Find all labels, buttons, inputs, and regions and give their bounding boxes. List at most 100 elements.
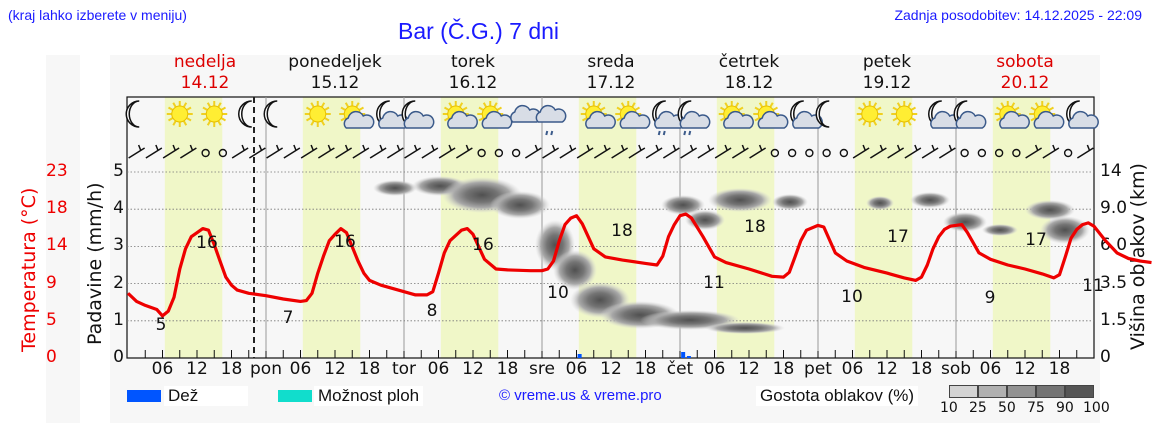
day-header-4: četrtek 18.12: [680, 52, 818, 94]
sun-icon: [891, 101, 918, 127]
daylight-band: [302, 97, 361, 358]
temp-max-label: 18: [611, 221, 633, 241]
day-header-6: sobota 20.12: [956, 52, 1094, 94]
day-name: ponedeljek: [288, 52, 382, 72]
moon-cloud-icon: [1066, 100, 1099, 129]
temperature-line: [126, 212, 1152, 318]
wind-calm-icon: [960, 148, 969, 158]
sun-cloud-icon: [994, 101, 1030, 129]
temp-final-label: 11: [1082, 276, 1104, 296]
temp-tick: 23: [46, 161, 68, 181]
cloud-rain-icon: [535, 104, 567, 136]
moon-cloud-icon: [790, 100, 823, 129]
daylight-band: [164, 97, 223, 358]
time-tick: 12: [462, 359, 484, 379]
day-date: 18.12: [724, 73, 774, 93]
time-tick: 06: [841, 359, 864, 379]
sun-cloud-icon: [580, 101, 616, 129]
rain-bar: [577, 354, 582, 358]
density-tick: 90: [1056, 400, 1074, 416]
wind-calm-icon: [1012, 148, 1021, 158]
time-tick: sob: [940, 359, 972, 379]
density-swatch: [978, 385, 1007, 398]
day-date: 14.12: [180, 73, 230, 93]
temperature-annotations: 5 7 8 10 11 10 9 16 16 16 18 18 17 17 11: [156, 217, 1104, 335]
moon-icon: [125, 100, 140, 128]
wind-barb-icon: [386, 144, 404, 159]
wind-calm-icon: [201, 148, 210, 158]
time-tick: pet: [804, 359, 832, 379]
wind-barb-icon: [731, 144, 749, 159]
temp-max-label: 16: [472, 235, 494, 255]
sun-icon: [856, 101, 883, 127]
rain-tick: 4: [113, 198, 124, 219]
wind-calm-icon: [494, 148, 504, 158]
legend-rain-label: Dež: [164, 386, 248, 406]
density-tick: 25: [969, 400, 987, 416]
temp-min-label: 5: [156, 315, 167, 335]
wind-barb-icon: [628, 144, 646, 159]
cloud-height-tick: 14: [1100, 161, 1122, 181]
cloud-height-tick: 0: [1100, 347, 1111, 367]
moon-cloud-rain-icon: [677, 100, 711, 136]
day-header-0: nedelja 14.12: [136, 52, 274, 94]
cloud-blob: [1025, 200, 1075, 220]
wind-barb-icon: [611, 144, 629, 159]
wind-barb-icon: [438, 144, 456, 159]
wind-calm-icon: [822, 148, 831, 158]
temp-min-label: 10: [547, 283, 569, 303]
wind-barbs-row: [128, 144, 1094, 159]
moon-cloud-icon: [928, 100, 961, 129]
wind-barb-icon: [697, 144, 715, 159]
wind-barb-icon: [749, 144, 767, 159]
sun-cloud-icon: [718, 101, 754, 129]
temp-min-label: 9: [985, 288, 996, 308]
moon-cloud-icon: [953, 100, 987, 129]
time-tick: 12: [876, 359, 898, 379]
sun-cloud-icon: [753, 101, 789, 129]
temp-max-label: 17: [1025, 230, 1047, 250]
moon-cloud-icon: [401, 100, 435, 129]
wind-calm-icon: [770, 148, 780, 158]
density-tick: 100: [1083, 400, 1110, 416]
wind-calm-icon: [977, 148, 987, 158]
wind-barb-icon: [455, 144, 473, 159]
day-header-2: torek 16.12: [404, 52, 542, 94]
wind-barb-icon: [680, 144, 698, 159]
wind-barb-icon: [266, 144, 284, 159]
time-tick: 18: [496, 359, 519, 379]
credit-link[interactable]: © vreme.us & vreme.pro: [499, 387, 662, 404]
cloud-density-map: [373, 176, 1090, 334]
wind-barb-icon: [421, 144, 439, 159]
time-tick: 18: [772, 359, 795, 379]
temperature-axis-panel: [46, 55, 80, 423]
time-tick: tor: [391, 359, 417, 379]
time-tick: pon: [250, 359, 282, 379]
temp-tick: 14: [46, 235, 68, 256]
temp-max-label: 16: [334, 232, 356, 252]
legend-shower-label: Možnost ploh: [314, 386, 424, 406]
time-tick: 06: [703, 359, 726, 379]
time-tick: 18: [634, 359, 657, 379]
temp-min-label: 8: [427, 301, 438, 321]
daylight-band: [440, 97, 499, 358]
sun-icon: [166, 101, 193, 127]
time-tick: 06: [151, 359, 174, 379]
cloud-blob: [490, 191, 550, 219]
temp-max-label: 17: [887, 227, 909, 247]
sun-cloud-icon: [442, 101, 478, 129]
wind-barb-icon: [179, 144, 197, 159]
time-tick: 12: [186, 359, 208, 379]
day-date: 20.12: [1000, 73, 1050, 93]
time-tick: 06: [565, 359, 588, 379]
time-tick: 12: [324, 359, 346, 379]
wind-barb-icon: [369, 144, 387, 159]
wind-barb-icon: [1025, 144, 1043, 159]
wind-barb-icon: [559, 144, 577, 159]
last-update: Zadnja posodobitev: 14.12.2025 - 22:09: [894, 7, 1142, 23]
wind-barb-icon: [593, 144, 611, 159]
time-tick: 18: [220, 359, 243, 379]
temp-tick: 18: [46, 198, 68, 219]
temp-min-label: 7: [283, 308, 294, 328]
